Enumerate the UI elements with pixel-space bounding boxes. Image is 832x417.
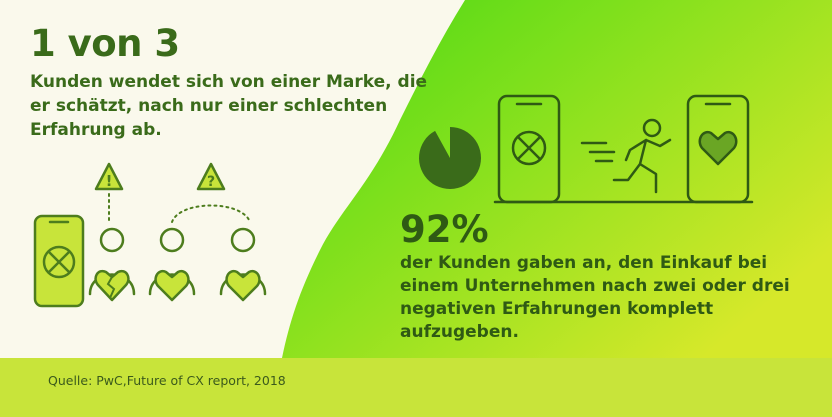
- pie-slice: [418, 127, 481, 189]
- pie-chart-icon: [418, 127, 481, 189]
- phone-x-icon-right: [497, 94, 561, 204]
- headline: 1 von 3: [30, 22, 180, 65]
- phone-heart-icon: [686, 94, 750, 204]
- running-person-icon: [580, 118, 672, 194]
- left-description: Kunden wendet sich von einer Marke, die …: [30, 72, 428, 140]
- warning-exclamation-icon: !: [94, 162, 124, 221]
- phone-x-icon: [33, 214, 85, 308]
- person-heart-icon-2: [219, 227, 267, 302]
- svg-text:?: ?: [207, 174, 215, 190]
- warning-question-icon: ?: [171, 162, 251, 223]
- right-description: der Kunden gaben an, den Einkauf bei ein…: [400, 253, 790, 342]
- svg-text:!: !: [106, 172, 113, 190]
- source-caption: Quelle: PwC,Future of CX report, 2018: [48, 373, 286, 388]
- stat-value: 92%: [400, 208, 489, 251]
- footer-band: [0, 358, 832, 417]
- person-heart-icon-1: [148, 227, 196, 302]
- cream-shape: [0, 0, 465, 358]
- person-broken-heart-icon: [88, 227, 136, 302]
